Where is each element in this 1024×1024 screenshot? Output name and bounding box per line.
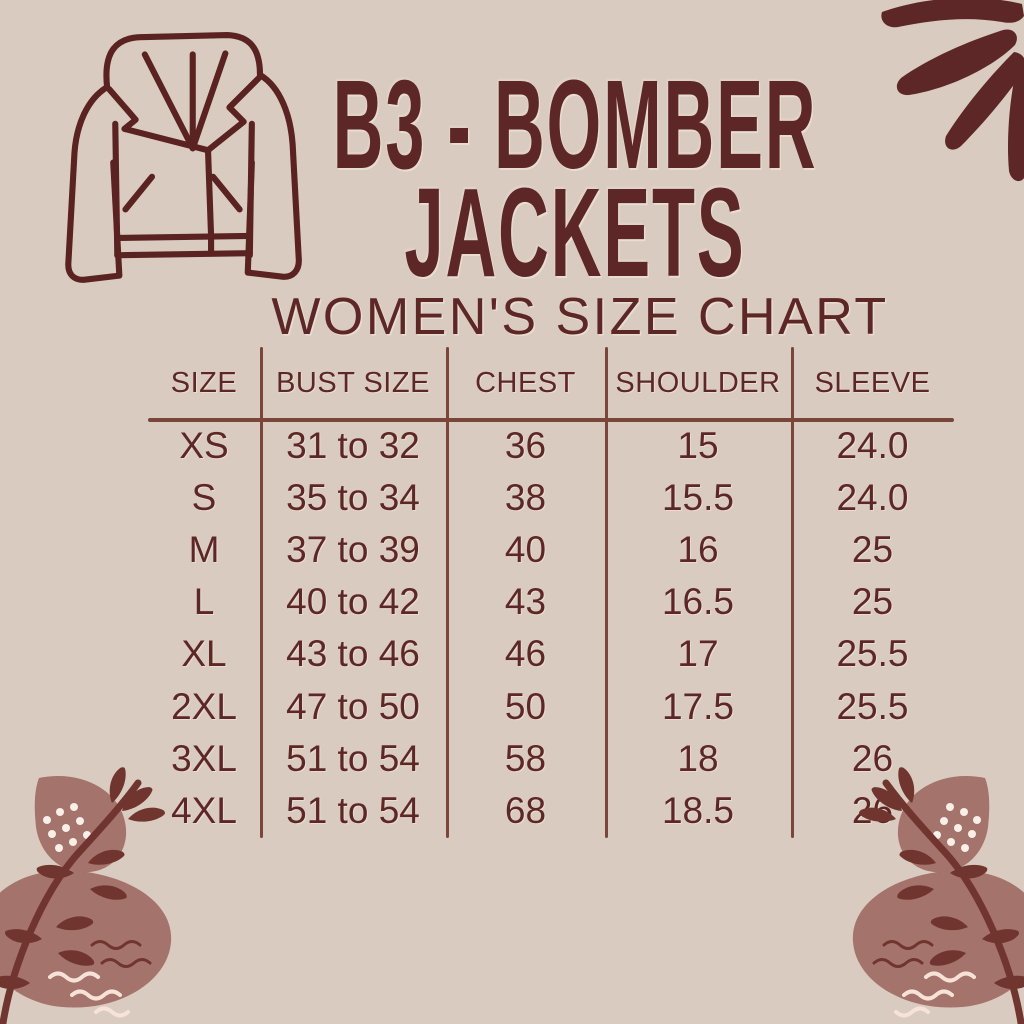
measurement-cell: 43 to 46 [286, 633, 420, 675]
table-grid: SIZE BUST SIZE CHEST SHOULDER SLEEVE XS 31 to … [148, 347, 954, 839]
measurement-cell: 35 to 34 [286, 477, 420, 519]
size-label-cell: 2XL [171, 685, 237, 727]
measurement-cell: 40 to 42 [286, 581, 420, 623]
size-label-cell: M [188, 529, 220, 571]
size-label-cell: 3XL [171, 737, 237, 779]
column-header: SIZE [170, 367, 238, 399]
measurement-cell: 46 [504, 633, 547, 675]
measurement-cell: 26 [851, 737, 894, 779]
measurement-cell: 18 [677, 737, 719, 779]
measurement-cell: 25.5 [836, 633, 909, 675]
size-label-cell: 4XL [171, 789, 237, 831]
measurement-cell: 24.0 [836, 425, 909, 467]
table-column-divider [260, 347, 263, 838]
title-line-2: JACKETS [404, 162, 746, 303]
column-header: BUST SIZE [276, 367, 430, 399]
measurement-cell: 17 [677, 633, 719, 675]
measurement-cell: 18.5 [661, 789, 734, 831]
column-header: SLEEVE [814, 367, 931, 399]
measurement-cell: 47 to 50 [286, 685, 420, 727]
measurement-cell: 17.5 [661, 685, 734, 727]
measurement-cell: 43 [504, 581, 547, 623]
table-column-divider [605, 347, 608, 838]
botanical-branch-icon [0, 767, 172, 1024]
title-line-1: B3 - BOMBER [332, 54, 818, 195]
measurement-cell: 51 to 54 [286, 737, 420, 779]
measurement-cell: 38 [504, 477, 547, 519]
measurement-cell: 51 to 54 [286, 789, 420, 831]
measurement-cell: 25.5 [836, 685, 909, 727]
measurement-cell: 16 [677, 529, 719, 571]
column-header: CHEST [475, 367, 576, 399]
jacket-outline-icon [65, 32, 302, 283]
size-table: SIZE BUST SIZE CHEST SHOULDER SLEEVE XS 31 to … [148, 347, 954, 839]
measurement-cell: 15.5 [661, 477, 734, 519]
size-label-cell: L [193, 581, 215, 623]
table-column-divider [791, 347, 794, 838]
poster-title: B3 - BOMBER JACKETS [155, 0, 995, 295]
poster-subtitle: WOMEN'S SIZE CHART [271, 288, 889, 346]
sunburst-icon [881, 0, 1024, 182]
measurement-cell: 25 [851, 581, 894, 623]
size-label-cell: XL [181, 633, 227, 675]
botanical-branch-icon-mirrored [852, 767, 1024, 1024]
column-header: SHOULDER [615, 367, 781, 399]
measurement-cell: 50 [504, 685, 547, 727]
measurement-cell: 15 [677, 425, 719, 467]
table-header-divider [148, 418, 954, 422]
measurement-cell: 16.5 [661, 581, 734, 623]
size-label-cell: S [191, 477, 217, 519]
measurement-cell: 24.0 [836, 477, 909, 519]
measurement-cell: 37 to 39 [286, 529, 420, 571]
measurement-cell: 31 to 32 [286, 425, 420, 467]
size-label-cell: XS [179, 425, 229, 467]
measurement-cell: 58 [504, 737, 547, 779]
measurement-cell: 40 [504, 529, 547, 571]
measurement-cell: 68 [504, 789, 547, 831]
table-column-divider [446, 347, 449, 838]
measurement-cell: 36 [504, 425, 547, 467]
measurement-cell: 25 [851, 529, 894, 571]
